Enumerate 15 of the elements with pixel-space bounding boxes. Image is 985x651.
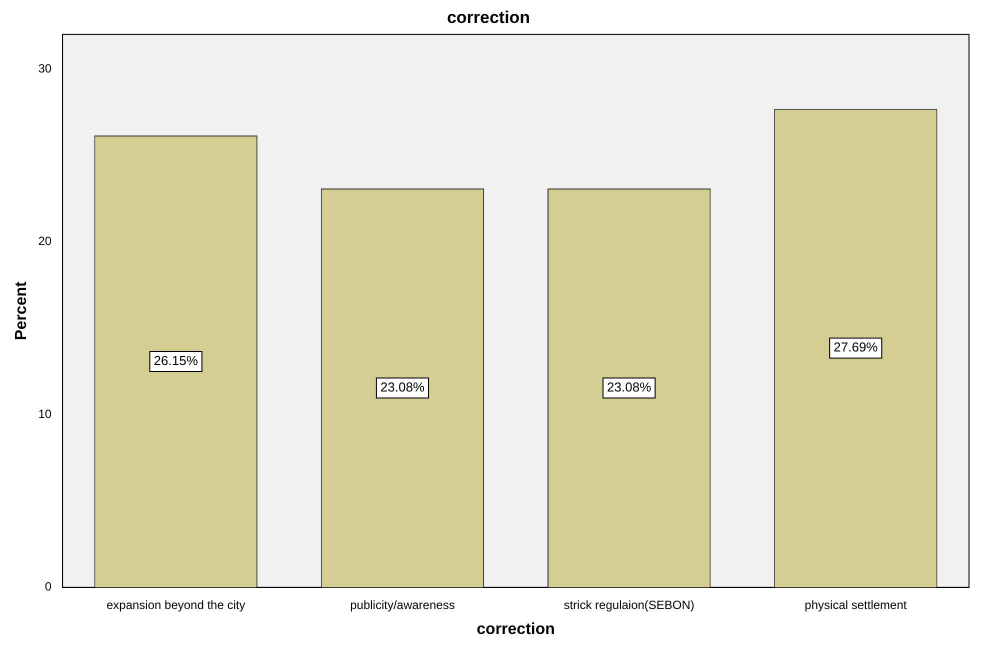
x-tick-label: strick regulaion(SEBON) [564, 598, 694, 612]
y-tick-label: 30 [38, 61, 52, 76]
x-tick-label: physical settlement [804, 598, 908, 612]
chart-title: correction [446, 8, 530, 27]
data-label: 27.69% [834, 340, 878, 355]
y-tick-label: 0 [44, 580, 52, 594]
y-tick-label: 10 [38, 406, 52, 421]
y-tick-label: 20 [38, 234, 52, 248]
data-label: 23.08% [607, 380, 652, 395]
x-axis-title: correction [476, 620, 555, 638]
x-tick-label: publicity/awareness [350, 598, 455, 612]
x-tick-label: expansion beyond the city [106, 598, 246, 612]
data-label: 23.08% [380, 380, 425, 395]
data-label: 26.15% [154, 353, 198, 368]
y-axis-title: Percent [13, 280, 30, 340]
